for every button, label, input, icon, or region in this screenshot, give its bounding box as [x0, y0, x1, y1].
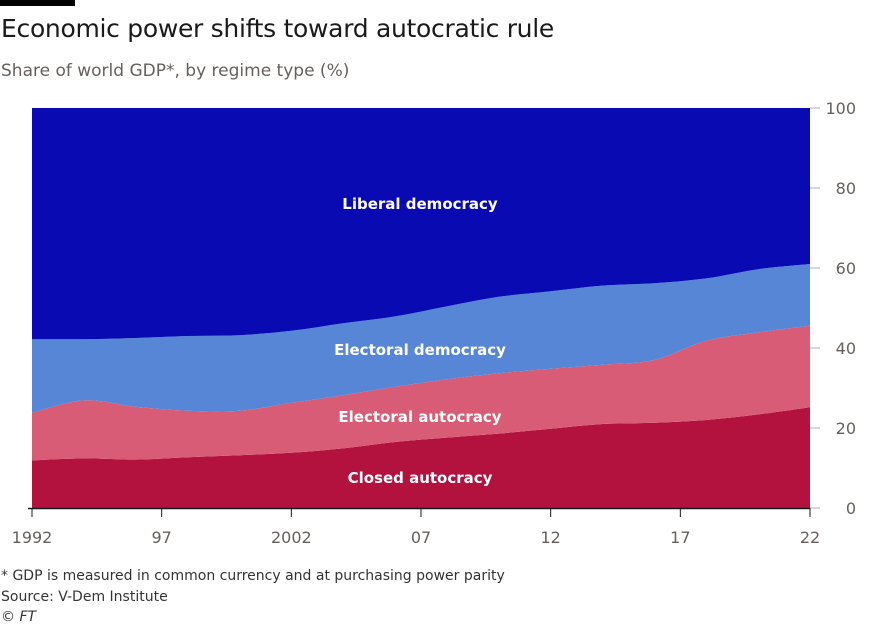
- y-tick-label: 60: [836, 259, 856, 278]
- x-tick-label: 97: [151, 528, 171, 547]
- area-electoral-democracy: [32, 264, 810, 413]
- x-tick-label: 22: [800, 528, 820, 547]
- stacked-area-chart: Closed autocracy Electoral autocracy Elect…: [12, 99, 856, 547]
- copyright: © FT: [1, 609, 37, 625]
- series-label-closed-autocracy: Closed autocracy: [348, 469, 493, 487]
- area-liberal-democracy: [32, 108, 810, 340]
- top-rule: [0, 0, 75, 6]
- source-note: Source: V-Dem Institute: [1, 589, 168, 605]
- x-tick-label: 2002: [271, 528, 312, 547]
- y-tick-label: 100: [825, 99, 856, 118]
- y-tick-label: 0: [846, 499, 856, 518]
- y-tick-label: 80: [836, 179, 856, 198]
- x-tick-label: 17: [670, 528, 690, 547]
- chart-title: Economic power shifts toward autocratic …: [1, 14, 554, 43]
- area-electoral-autocracy: [32, 325, 810, 461]
- series-label-electoral-autocracy: Electoral autocracy: [338, 408, 501, 426]
- series-label-electoral-democracy: Electoral democracy: [334, 341, 506, 359]
- y-tick-label: 20: [836, 419, 856, 438]
- chart-subtitle: Share of world GDP*, by regime type (%): [1, 61, 350, 81]
- x-tick-label: 1992: [12, 528, 53, 547]
- x-tick-label: 07: [411, 528, 431, 547]
- footnote: * GDP is measured in common currency and…: [1, 568, 505, 584]
- y-tick-label: 40: [836, 339, 856, 358]
- area-closed-autocracy: [32, 407, 810, 508]
- x-tick-label: 12: [540, 528, 560, 547]
- series-label-liberal-democracy: Liberal democracy: [342, 195, 498, 213]
